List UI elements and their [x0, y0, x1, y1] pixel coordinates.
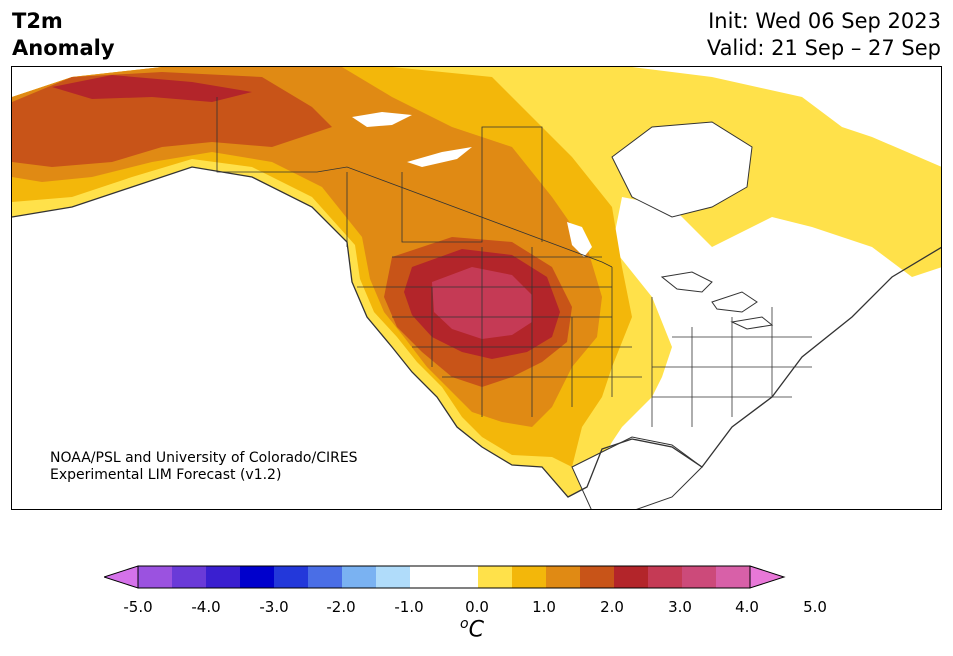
colorbar-cell: [172, 566, 206, 588]
colorbar-cell: [614, 566, 648, 588]
colorbar-unit: oC: [460, 616, 484, 642]
forecast-dates: Init: Wed 06 Sep 2023 Valid: 21 Sep – 27…: [707, 8, 941, 62]
colorbar-cell: [716, 566, 750, 588]
tick-0: 0.0: [465, 598, 489, 616]
colorbar-cell: [376, 566, 410, 588]
credit-line-2: Experimental LIM Forecast (v1.2): [50, 467, 282, 483]
colorbar-ticks: -5.0 -4.0 -3.0 -2.0 -1.0 0.0 1.0 2.0 3.0…: [0, 598, 953, 618]
colorbar-cell: [308, 566, 342, 588]
colorbar-cell: [274, 566, 308, 588]
colorbar-cell: [682, 566, 716, 588]
tick-neg5: -5.0: [123, 598, 153, 616]
tick-2: 2.0: [600, 598, 624, 616]
great-bear-lake: [352, 112, 412, 127]
tick-4: 4.0: [735, 598, 759, 616]
valid-range: Valid: 21 Sep – 27 Sep: [706, 36, 941, 60]
colorbar-cell: [342, 566, 376, 588]
tick-1: 1.0: [532, 598, 556, 616]
map-title: T2m Anomaly: [12, 8, 115, 62]
lake-winnipeg: [567, 222, 592, 257]
hudson-bay: [611, 121, 753, 218]
init-date: Init: Wed 06 Sep 2023: [708, 9, 941, 33]
colorbar-cell: [648, 566, 682, 588]
coastline: [12, 166, 941, 498]
tick-3: 3.0: [668, 598, 692, 616]
map-canvas: [12, 67, 941, 509]
colorbar-cell: [580, 566, 614, 588]
colorbar-cell: [444, 566, 478, 588]
great-slave-lake: [407, 147, 472, 167]
tick-neg1: -1.0: [394, 598, 424, 616]
tick-5: 5.0: [803, 598, 827, 616]
credit-text: NOAA/PSL and University of Colorado/CIRE…: [50, 450, 358, 484]
colorbar-cell: [512, 566, 546, 588]
tick-neg4: -4.0: [191, 598, 221, 616]
colorbar-cell: [138, 566, 172, 588]
colorbar-cell: [478, 566, 512, 588]
tick-neg3: -3.0: [259, 598, 289, 616]
colorbar-cell: [410, 566, 444, 588]
colorbar-cell: [206, 566, 240, 588]
borders: [216, 97, 812, 427]
unit-degree: o: [460, 616, 469, 632]
unit-letter: C: [468, 617, 484, 643]
colorbar-cell: [546, 566, 580, 588]
colorbar-extend-high: [749, 565, 786, 589]
colorbar-extend-low: [104, 565, 139, 589]
colorbar-frame: [137, 565, 751, 589]
credit-line-1: NOAA/PSL and University of Colorado/CIRE…: [50, 450, 358, 466]
colorbar: [104, 565, 786, 589]
title-line-anomaly: Anomaly: [12, 36, 115, 60]
title-line-variable: T2m: [12, 9, 63, 33]
tick-neg2: -2.0: [326, 598, 356, 616]
anomaly-map: NOAA/PSL and University of Colorado/CIRE…: [11, 66, 942, 510]
colorbar-cell: [240, 566, 274, 588]
